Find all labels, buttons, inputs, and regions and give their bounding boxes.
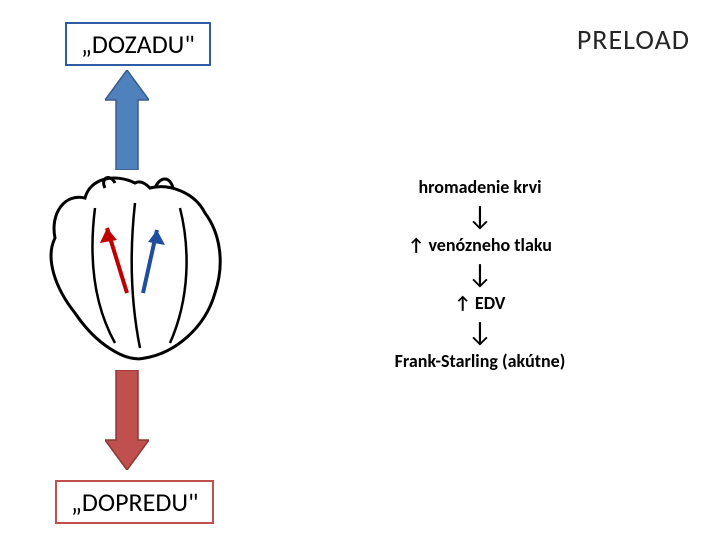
flow-sequence: hromadenie krvi ↓ ↑ venózneho tlaku ↓ ↑ … bbox=[330, 174, 630, 374]
red-down-arrow-icon bbox=[105, 370, 149, 470]
heart-illustration bbox=[35, 168, 235, 368]
page-title: PRELOAD bbox=[577, 22, 690, 57]
flow-step-3: ↑ EDV bbox=[455, 292, 506, 314]
dozadu-box: „DOZADU" bbox=[65, 22, 211, 66]
dopredu-box: „DOPREDU" bbox=[55, 480, 214, 524]
down-arrow-icon: ↓ bbox=[467, 318, 492, 346]
flow-step-4: Frank-Starling (akútne) bbox=[395, 350, 566, 372]
down-arrow-icon: ↓ bbox=[467, 202, 492, 230]
blue-up-arrow-icon bbox=[105, 70, 149, 170]
down-arrow-icon: ↓ bbox=[467, 260, 492, 288]
flow-step-2: ↑ venózneho tlaku bbox=[408, 234, 552, 256]
flow-step-1: hromadenie krvi bbox=[418, 176, 541, 198]
